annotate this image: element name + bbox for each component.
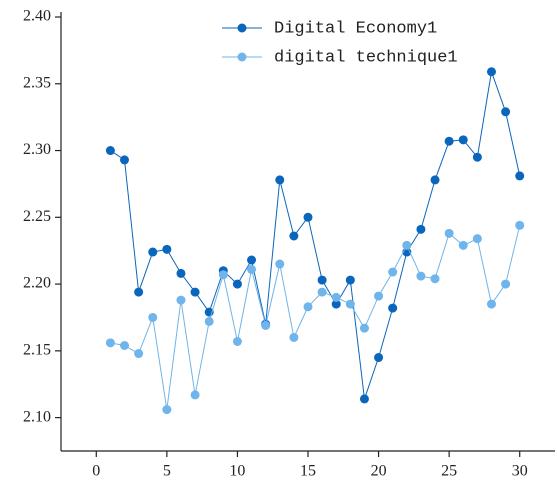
data-point xyxy=(416,224,426,234)
x-tick-label: 10 xyxy=(229,463,245,480)
data-point xyxy=(261,320,271,330)
data-point xyxy=(402,240,412,250)
data-point xyxy=(162,405,172,415)
data-point xyxy=(458,240,468,250)
data-point xyxy=(501,279,511,289)
x-tick-label: 25 xyxy=(441,463,457,480)
data-point xyxy=(303,302,313,312)
data-point xyxy=(359,323,369,333)
data-point xyxy=(331,292,341,302)
data-point xyxy=(430,175,440,185)
data-point xyxy=(345,299,355,309)
legend-marker xyxy=(237,52,247,62)
y-tick-label: 2.30 xyxy=(23,141,51,158)
data-point xyxy=(148,247,158,257)
data-point xyxy=(289,332,299,342)
data-point xyxy=(458,135,468,145)
data-point xyxy=(176,268,186,278)
data-point xyxy=(388,267,398,277)
x-tick-label: 0 xyxy=(92,463,100,480)
data-point xyxy=(444,136,454,146)
data-point xyxy=(120,155,130,165)
data-point xyxy=(162,244,172,254)
data-point xyxy=(190,287,200,297)
data-point xyxy=(289,231,299,241)
data-point xyxy=(388,303,398,313)
data-point xyxy=(190,390,200,400)
y-tick-label: 2.10 xyxy=(23,408,51,425)
y-tick-label: 2.15 xyxy=(23,342,51,359)
data-point xyxy=(317,275,327,285)
data-point xyxy=(374,291,384,301)
data-point xyxy=(472,152,482,162)
data-point xyxy=(247,255,257,265)
data-point xyxy=(515,220,525,230)
data-point xyxy=(134,287,144,297)
data-point xyxy=(134,349,144,359)
x-tick-label: 5 xyxy=(163,463,171,480)
series-line xyxy=(110,71,521,400)
data-point xyxy=(105,338,115,348)
data-point xyxy=(275,259,285,269)
series-line xyxy=(110,225,521,410)
data-point xyxy=(232,336,242,346)
legend-label: digital technique1 xyxy=(274,48,458,67)
y-tick-label: 2.20 xyxy=(23,275,51,292)
x-tick-label: 20 xyxy=(371,463,387,480)
data-point xyxy=(120,341,130,351)
data-point xyxy=(374,353,384,363)
data-point xyxy=(148,312,158,322)
data-point xyxy=(416,271,426,281)
data-point xyxy=(204,316,214,326)
y-tick-label: 2.40 xyxy=(23,8,51,25)
data-point xyxy=(218,270,228,280)
data-point xyxy=(501,107,511,117)
data-point xyxy=(515,171,525,181)
y-tick-label: 2.35 xyxy=(23,74,51,91)
data-point xyxy=(317,287,327,297)
data-point xyxy=(303,212,313,222)
data-point xyxy=(430,274,440,284)
data-point xyxy=(444,228,454,238)
x-tick-label: 30 xyxy=(512,463,528,480)
y-tick-label: 2.25 xyxy=(23,208,51,225)
data-point xyxy=(486,67,496,77)
data-point xyxy=(232,279,242,289)
legend-label: Digital Economy1 xyxy=(274,19,437,38)
data-point xyxy=(275,175,285,185)
data-point xyxy=(247,264,257,274)
legend-marker xyxy=(237,23,247,33)
data-point xyxy=(472,234,482,244)
data-point xyxy=(359,394,369,404)
data-point xyxy=(105,146,115,156)
data-point xyxy=(486,299,496,309)
data-point xyxy=(176,295,186,305)
data-point xyxy=(345,275,355,285)
data-point xyxy=(331,299,341,309)
x-tick-label: 15 xyxy=(300,463,316,480)
